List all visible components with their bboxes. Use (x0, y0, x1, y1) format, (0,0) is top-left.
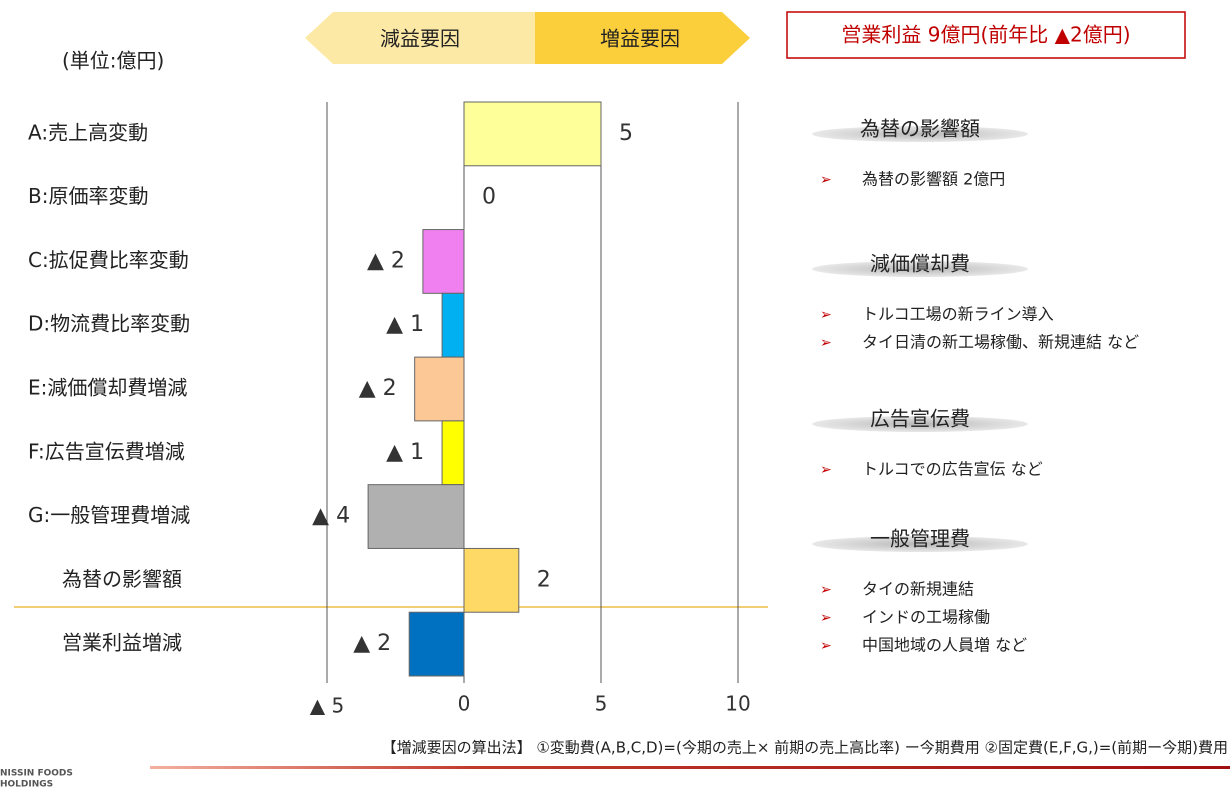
bar (414, 356, 465, 422)
bullet: ➢ (820, 610, 832, 626)
category-label: D:物流費比率変動 (28, 312, 190, 336)
note-heading: 広告宣伝費 (870, 407, 970, 431)
category-label: A:売上高変動 (28, 120, 148, 144)
summary-box (786, 11, 1186, 59)
note-item: トルコでの広告宣伝 など (862, 460, 1043, 479)
note-item: インドの工場稼働 (862, 608, 990, 627)
value-label: ▲ 2 (359, 376, 397, 401)
heading-pill (812, 536, 1028, 552)
logo-line: NISSIN FOODS (0, 769, 73, 779)
bullet: ➢ (820, 307, 832, 323)
footnote: 【増減要因の算出法】 ①変動費(A,B,C,D)=(今期の売上× 前期の売上高比… (382, 739, 1228, 757)
footer-rule (150, 766, 1230, 769)
heading-pill (812, 126, 1028, 142)
value-label: ▲ 2 (353, 631, 391, 656)
summary-text: 営業利益 9億円(前年比 ▲2億円) (841, 23, 1130, 47)
bullet: ➢ (820, 638, 832, 654)
bullet: ➢ (820, 582, 832, 598)
category-label: B:原価率変動 (28, 184, 148, 208)
value-label: 5 (619, 121, 633, 146)
bullet: ➢ (820, 462, 832, 478)
x-tick-label: ▲ 5 (310, 694, 344, 718)
value-label: ▲ 2 (367, 248, 405, 273)
bar (422, 229, 465, 294)
note-heading: 為替の影響額 (860, 117, 980, 141)
logo-line: HOLDINGS (0, 780, 53, 790)
value-label: ▲ 4 (312, 504, 350, 529)
note-item: 為替の影響額 2億円 (862, 170, 1005, 189)
note-item: タイの新規連結 (862, 580, 974, 599)
note-heading: 一般管理費 (870, 527, 970, 551)
value-label: ▲ 1 (386, 312, 424, 337)
note-item: トルコ工場の新ライン導入 (862, 305, 1054, 324)
category-label: 営業利益増減 (62, 631, 182, 655)
bar (441, 420, 465, 486)
category-label: G:一般管理費増減 (28, 503, 190, 527)
category-label: F:広告宣伝費増減 (28, 439, 185, 463)
decrease-label: 減益要因 (380, 27, 460, 51)
value-label: 0 (482, 185, 496, 210)
bullet: ➢ (820, 335, 832, 351)
heading-pill (812, 416, 1028, 432)
value-label: 2 (537, 567, 551, 592)
increase-arrow (535, 12, 750, 64)
note-item: タイ日清の新工場稼働、新規連結 など (862, 333, 1139, 352)
bullet: ➢ (820, 172, 832, 188)
x-tick-label: 0 (458, 692, 471, 716)
value-label: ▲ 1 (386, 440, 424, 465)
x-tick-label: 5 (595, 692, 608, 716)
category-label: E:減価償却費増減 (28, 376, 187, 400)
category-label: 為替の影響額 (62, 567, 182, 591)
note-item: 中国地域の人員増 など (862, 636, 1027, 655)
x-tick-label: 10 (725, 692, 750, 716)
increase-label: 増益要因 (600, 27, 680, 51)
bar (441, 292, 465, 358)
bar (367, 484, 465, 549)
note-heading: 減価償却費 (870, 252, 970, 276)
decrease-arrow (305, 12, 535, 64)
heading-pill (812, 261, 1028, 277)
category-label: C:拡促費比率変動 (28, 248, 189, 272)
bar (408, 611, 465, 677)
bar (463, 547, 520, 613)
bar (463, 101, 602, 167)
unit-label: (単位:億円) (62, 49, 164, 73)
